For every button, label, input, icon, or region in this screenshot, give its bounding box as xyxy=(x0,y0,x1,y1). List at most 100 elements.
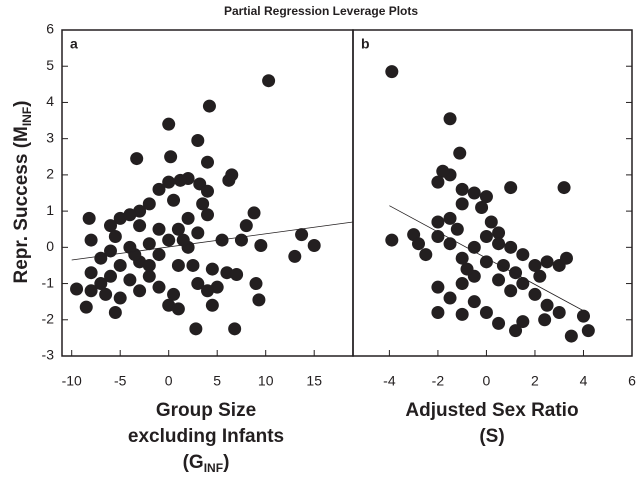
point xyxy=(455,251,469,265)
point xyxy=(201,284,214,298)
point xyxy=(492,316,506,330)
point xyxy=(191,226,205,240)
x-tick-label: 5 xyxy=(213,373,221,389)
point xyxy=(419,248,433,262)
point xyxy=(443,112,457,126)
y-tick-label: 5 xyxy=(46,57,54,73)
point xyxy=(79,300,93,314)
point xyxy=(564,329,578,343)
point xyxy=(479,255,493,269)
panel-label: a xyxy=(70,36,78,52)
panel-label: b xyxy=(361,36,370,52)
x-tick-label: -2 xyxy=(432,373,445,389)
y-label-main: Repr. Success (M xyxy=(11,126,32,283)
x-tick-label: 4 xyxy=(580,373,588,389)
point xyxy=(385,233,399,247)
x-label-main: (G xyxy=(183,452,204,473)
point xyxy=(581,324,595,338)
point xyxy=(176,233,190,247)
x-axis-label: excluding Infants xyxy=(128,426,284,447)
point xyxy=(455,277,469,291)
point xyxy=(295,228,309,242)
point xyxy=(431,280,445,294)
point xyxy=(453,146,467,160)
point xyxy=(496,258,510,272)
point xyxy=(484,215,498,229)
y-tick-label: -3 xyxy=(42,347,55,363)
point xyxy=(450,222,464,236)
point xyxy=(443,237,457,251)
point xyxy=(540,255,554,269)
point xyxy=(181,211,195,225)
point xyxy=(123,273,137,287)
point xyxy=(152,280,166,294)
point xyxy=(167,287,181,301)
point xyxy=(443,211,457,225)
point xyxy=(205,298,219,312)
point xyxy=(152,248,166,262)
point xyxy=(201,155,214,169)
x-label-sub: INF xyxy=(204,461,223,475)
point xyxy=(436,164,450,178)
point xyxy=(516,315,530,329)
point xyxy=(142,269,156,283)
point xyxy=(528,258,542,272)
x-tick-label: 0 xyxy=(165,373,173,389)
point xyxy=(431,229,445,243)
y-tick-label: 6 xyxy=(46,21,54,37)
x-axis-label: Group Size xyxy=(156,400,256,421)
point xyxy=(104,269,117,283)
point xyxy=(142,237,156,251)
point xyxy=(249,277,263,291)
y-tick-label: 4 xyxy=(46,93,54,109)
point xyxy=(431,175,445,189)
y-tick-label: 2 xyxy=(46,166,54,182)
chart-title: Partial Regression Leverage Plots xyxy=(224,4,418,18)
point xyxy=(509,266,523,280)
point xyxy=(412,237,426,251)
point xyxy=(196,197,210,211)
x-axis-label: Adjusted Sex Ratio xyxy=(405,400,578,421)
point xyxy=(99,287,113,301)
point xyxy=(492,237,506,251)
point xyxy=(307,239,321,253)
point xyxy=(516,277,530,291)
point xyxy=(533,269,547,283)
point xyxy=(108,306,122,320)
point xyxy=(84,233,98,247)
point xyxy=(104,219,117,233)
x-tick-label: 15 xyxy=(306,373,322,389)
y-label-sub: INF xyxy=(20,107,34,126)
point xyxy=(171,258,185,272)
fit-line xyxy=(71,221,354,261)
point xyxy=(70,282,84,296)
point xyxy=(171,302,185,316)
point xyxy=(162,117,176,131)
point xyxy=(516,248,530,262)
point xyxy=(528,287,542,301)
point xyxy=(479,229,493,243)
point xyxy=(475,200,489,214)
x-tick-label: -10 xyxy=(62,373,82,389)
point xyxy=(557,181,571,195)
point xyxy=(133,284,147,298)
point xyxy=(215,233,229,247)
point xyxy=(130,152,144,166)
point xyxy=(123,208,137,222)
point xyxy=(455,182,469,196)
point xyxy=(113,258,127,272)
point xyxy=(142,258,156,272)
point xyxy=(152,222,166,236)
point xyxy=(162,233,176,247)
point xyxy=(94,277,108,291)
y-axis-label: Repr. Success (MINF) xyxy=(11,100,34,283)
point xyxy=(202,99,216,113)
point xyxy=(84,284,98,298)
point xyxy=(228,322,242,336)
x-tick-label: 2 xyxy=(531,373,539,389)
point xyxy=(262,74,276,88)
y-tick-label: -1 xyxy=(42,274,55,290)
point xyxy=(173,173,187,187)
x-tick-label: 0 xyxy=(483,373,491,389)
